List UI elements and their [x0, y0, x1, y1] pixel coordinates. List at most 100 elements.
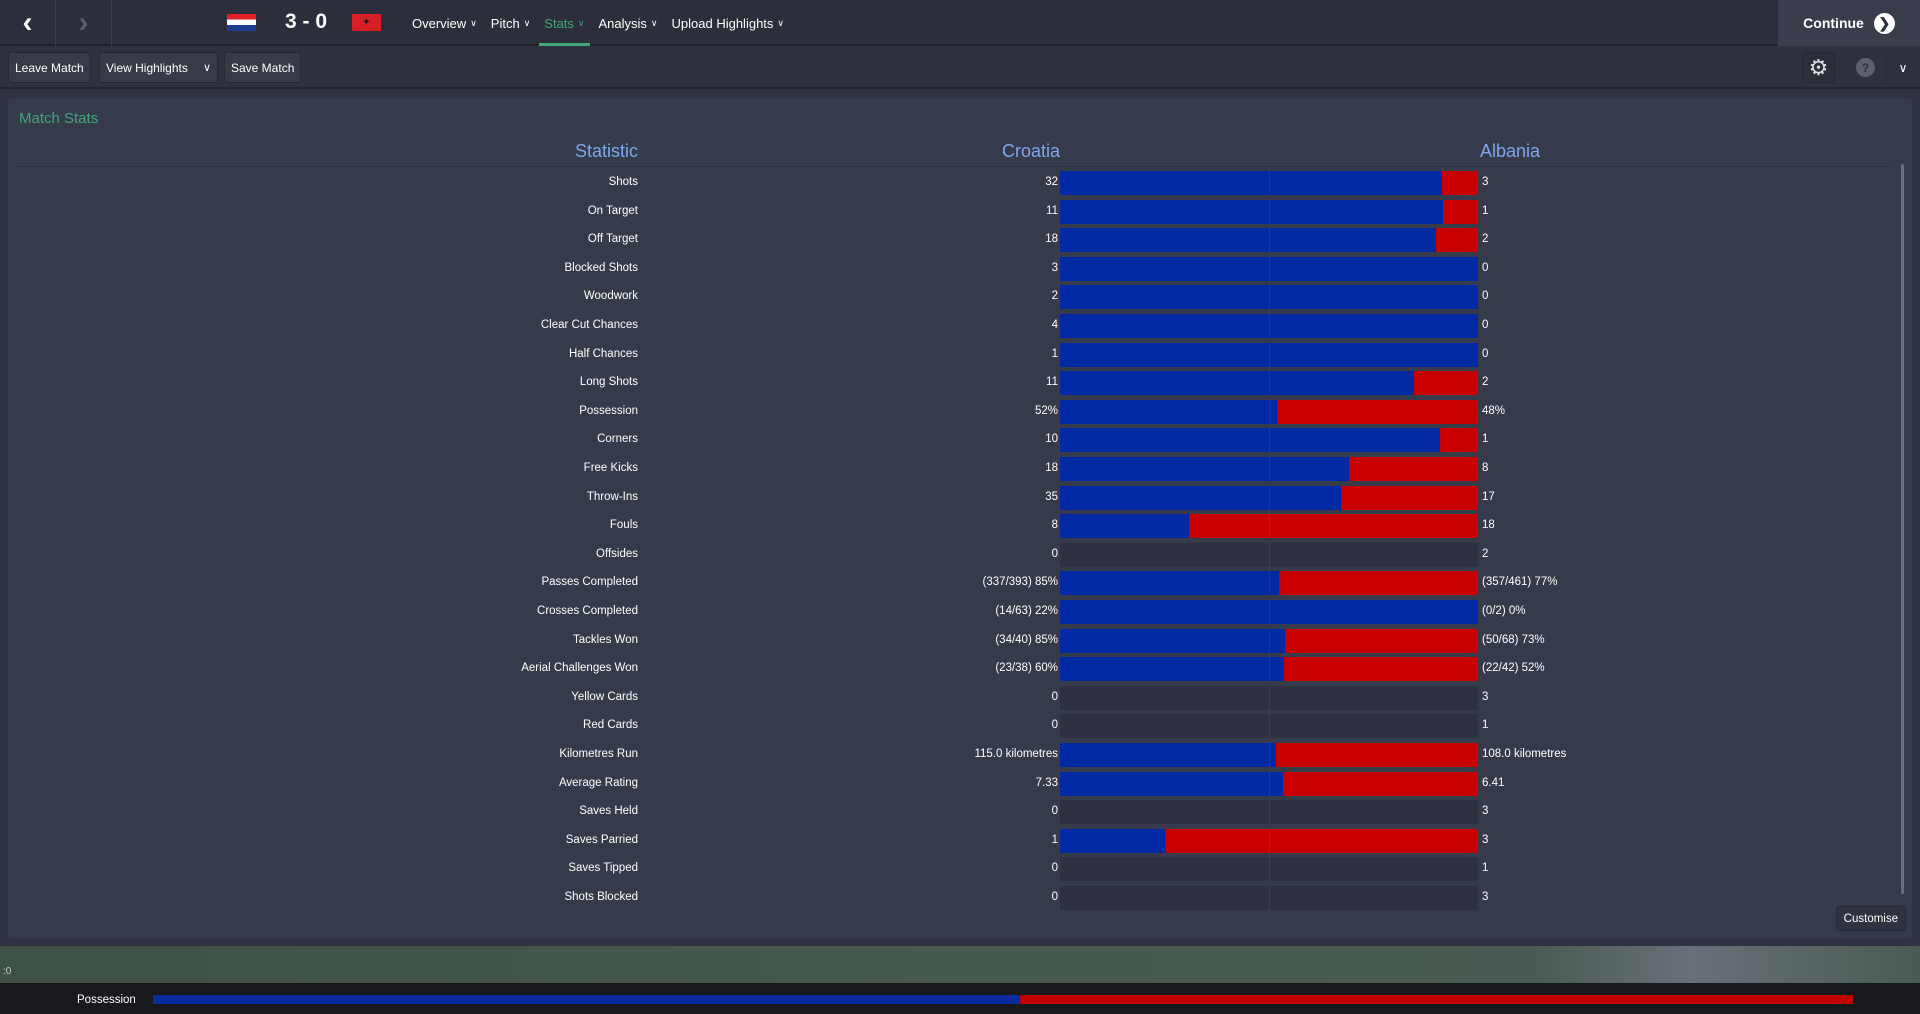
stat-label: Woodwork — [583, 290, 638, 303]
bar-midline — [1269, 457, 1270, 481]
tab-label: Pitch — [490, 15, 520, 31]
stat-label: Saves Parried — [565, 833, 638, 846]
arrow-right-icon: ❯ — [1873, 12, 1895, 34]
stat-label: Crosses Completed — [537, 605, 638, 617]
stat-bar — [1060, 628, 1478, 653]
chevron-down-icon: ∨ — [577, 17, 585, 28]
away-value: (0/2) 0% — [1482, 605, 1526, 617]
stat-bar — [1060, 514, 1478, 539]
score: 3 - 0 — [285, 10, 328, 33]
continue-button[interactable]: Continue ❯ — [1778, 0, 1920, 46]
pitch-strip: :0 — [0, 946, 1920, 983]
bar-midline — [1269, 514, 1270, 539]
stat-bar — [1060, 600, 1478, 624]
stat-row: Tackles Won (34/40) 85% (50/68) 73% — [8, 627, 1888, 655]
continue-label: Continue — [1803, 15, 1864, 31]
away-value: 1 — [1482, 433, 1489, 446]
expand-button[interactable]: ∨ — [1886, 52, 1919, 83]
stat-row: Woodwork 2 0 — [8, 283, 1888, 311]
stat-row: Saves Tipped 0 1 — [8, 855, 1888, 883]
bar-midline — [1269, 628, 1270, 653]
tab-analysis[interactable]: Analysis ∨ — [592, 0, 665, 46]
stat-row: Shots 32 3 — [8, 169, 1888, 197]
away-fill — [1282, 771, 1478, 796]
home-value: (14/63) 22% — [995, 605, 1058, 617]
chevron-down-icon: ∨ — [1898, 60, 1908, 75]
possession-bar — [153, 995, 1853, 1004]
stat-row: Offsides 0 2 — [8, 541, 1888, 569]
tab-stats[interactable]: Stats ∨ — [537, 0, 591, 46]
stat-row: Shots Blocked 0 3 — [8, 884, 1888, 912]
stat-label: Blocked Shots — [564, 261, 638, 274]
home-value: 0 — [1051, 805, 1058, 818]
croatia-flag-icon — [227, 14, 256, 31]
stat-row: Throw-Ins 35 17 — [8, 484, 1888, 512]
stat-label: Kilometres Run — [559, 748, 638, 760]
home-fill — [1060, 600, 1478, 624]
stat-row: Possession 52% 48% — [8, 398, 1888, 426]
away-fill — [1275, 743, 1478, 767]
possession-home-fill — [153, 995, 1020, 1004]
scrollbar[interactable] — [1901, 164, 1904, 894]
home-value: 18 — [1045, 462, 1058, 474]
tab-label: Stats — [544, 15, 574, 31]
stat-bar — [1060, 828, 1478, 853]
away-value: 18 — [1482, 519, 1495, 532]
away-fill — [1349, 457, 1478, 481]
stat-row: Red Cards 0 1 — [8, 712, 1888, 740]
stat-row: Crosses Completed (14/63) 22% (0/2) 0% — [8, 598, 1888, 626]
stat-label: Throw-Ins — [586, 490, 638, 503]
stat-row: Off Target 18 2 — [8, 226, 1888, 254]
gear-icon: ⚙ — [1808, 54, 1829, 80]
home-value: 0 — [1051, 862, 1058, 875]
bar-midline — [1269, 171, 1270, 195]
forward-button[interactable]: › — [56, 0, 112, 46]
save-match-button[interactable]: Save Match — [224, 52, 302, 83]
away-value: 6.41 — [1482, 776, 1505, 789]
away-fill — [1413, 371, 1478, 396]
stat-bar — [1060, 800, 1478, 825]
stat-row: Saves Held 0 3 — [8, 798, 1888, 826]
back-button[interactable]: ‹ — [0, 0, 56, 46]
tab-upload-highlights[interactable]: Upload Highlights ∨ — [665, 0, 792, 46]
leave-match-button[interactable]: Leave Match — [8, 52, 91, 83]
tab-overview[interactable]: Overview ∨ — [405, 0, 484, 46]
customise-button[interactable]: Customise — [1835, 906, 1906, 931]
stat-row: Kilometres Run 115.0 kilometres 108.0 kilo… — [8, 741, 1888, 769]
away-value: 3 — [1482, 891, 1489, 903]
stat-row: Yellow Cards 0 3 — [8, 684, 1888, 712]
away-value: (22/42) 52% — [1482, 662, 1545, 675]
bar-midline — [1269, 857, 1270, 882]
away-value: 2 — [1482, 547, 1489, 560]
tab-label: Analysis — [598, 15, 647, 31]
stat-row: Passes Completed (337/393) 85% (357/461) 7… — [8, 569, 1888, 597]
stat-bar — [1060, 199, 1478, 224]
stat-bar — [1060, 228, 1478, 253]
home-value: 35 — [1045, 490, 1058, 503]
settings-button[interactable]: ⚙ — [1802, 52, 1835, 83]
home-value: 32 — [1045, 176, 1058, 188]
stat-label: Red Cards — [583, 719, 638, 732]
away-fill — [1442, 171, 1478, 195]
home-fill — [1060, 256, 1478, 281]
stat-bar — [1060, 886, 1478, 910]
home-value: 0 — [1051, 891, 1058, 903]
stat-row: Aerial Challenges Won (23/38) 60% (22/42) … — [8, 655, 1888, 683]
home-fill — [1060, 314, 1478, 338]
stat-label: Off Target — [587, 233, 638, 246]
home-fill — [1060, 428, 1440, 453]
home-value: 0 — [1051, 690, 1058, 703]
help-button[interactable]: ? — [1849, 52, 1882, 83]
stat-bar — [1060, 371, 1478, 396]
home-value: 52% — [1034, 404, 1058, 417]
tab-pitch[interactable]: Pitch ∨ — [484, 0, 538, 46]
stat-label: On Target — [587, 204, 638, 217]
home-fill — [1060, 828, 1165, 853]
home-value: 11 — [1046, 204, 1058, 217]
stat-row: Fouls 8 18 — [8, 512, 1888, 540]
away-value: 2 — [1482, 376, 1489, 389]
view-highlights-dropdown[interactable]: View Highlights ∨ — [99, 52, 218, 83]
stat-bar — [1060, 857, 1478, 882]
away-value: 1 — [1482, 862, 1489, 875]
stat-row: On Target 11 1 — [8, 198, 1888, 226]
